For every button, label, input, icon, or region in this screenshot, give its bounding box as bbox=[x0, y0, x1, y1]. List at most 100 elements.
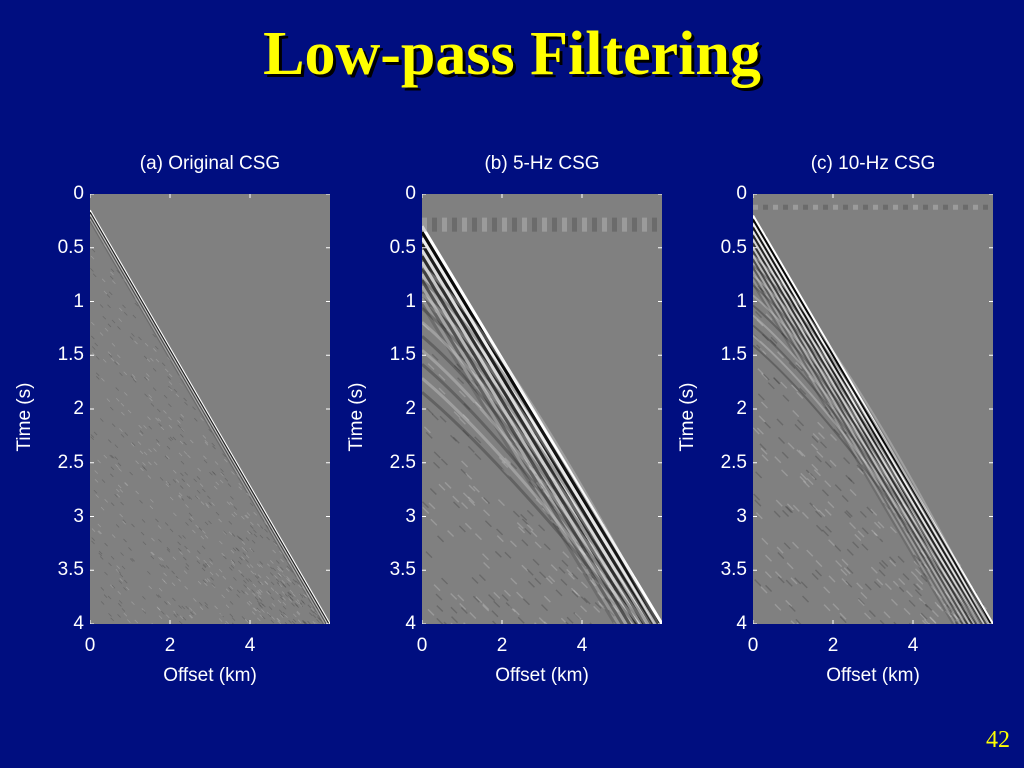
noise-mark bbox=[281, 591, 286, 595]
noise-mark bbox=[474, 453, 482, 461]
noise-mark bbox=[309, 612, 313, 617]
noise-mark bbox=[422, 501, 429, 509]
noise-mark bbox=[110, 466, 115, 471]
noise-mark bbox=[257, 617, 261, 622]
noise-mark bbox=[566, 616, 574, 624]
noise-mark bbox=[165, 565, 170, 569]
noise-mark bbox=[140, 467, 144, 472]
noise-mark bbox=[180, 433, 184, 438]
noise-mark bbox=[272, 549, 276, 554]
noise-mark bbox=[230, 559, 235, 564]
noise-mark bbox=[505, 602, 513, 610]
noise-mark bbox=[201, 545, 206, 550]
noise-mark bbox=[761, 372, 769, 381]
noise-mark bbox=[97, 523, 102, 528]
noise-mark bbox=[134, 340, 138, 345]
noise-mark bbox=[754, 579, 762, 587]
noise-mark bbox=[211, 470, 216, 475]
noise-mark bbox=[298, 602, 303, 607]
noise-mark bbox=[522, 598, 530, 606]
noise-mark bbox=[284, 621, 288, 624]
near-surface-stripe bbox=[512, 217, 517, 232]
noise-mark bbox=[527, 461, 535, 469]
noise-mark bbox=[829, 433, 837, 441]
noise-mark bbox=[527, 580, 535, 588]
noise-mark bbox=[212, 471, 217, 476]
noise-mark bbox=[119, 372, 123, 377]
noise-mark bbox=[878, 569, 886, 577]
noise-mark bbox=[166, 548, 171, 553]
noise-mark bbox=[185, 605, 189, 610]
reverberation-band bbox=[753, 304, 984, 624]
noise-mark bbox=[279, 568, 284, 573]
noise-mark bbox=[467, 496, 475, 504]
noise-mark bbox=[856, 464, 864, 472]
near-surface-stripe bbox=[763, 204, 768, 210]
noise-mark bbox=[761, 454, 769, 462]
noise-mark bbox=[279, 566, 284, 571]
noise-mark bbox=[175, 479, 180, 483]
near-surface-stripe bbox=[833, 204, 838, 210]
noise-mark bbox=[151, 622, 154, 624]
noise-mark bbox=[269, 572, 274, 576]
noise-mark bbox=[178, 375, 183, 380]
noise-mark bbox=[231, 622, 234, 624]
noise-mark bbox=[140, 531, 145, 536]
noise-mark bbox=[225, 620, 229, 624]
wavefront-band bbox=[753, 274, 960, 624]
noise-mark bbox=[462, 429, 470, 437]
noise-mark bbox=[218, 618, 223, 622]
noise-mark bbox=[560, 617, 568, 624]
noise-mark bbox=[815, 559, 823, 568]
noise-mark bbox=[512, 510, 520, 518]
page-number: 42 bbox=[986, 727, 1010, 753]
noise-mark bbox=[918, 551, 926, 559]
noise-mark bbox=[279, 614, 284, 618]
noise-mark bbox=[208, 502, 212, 506]
wavefront-band bbox=[422, 297, 621, 624]
noise-mark bbox=[517, 616, 525, 624]
noise-mark bbox=[108, 291, 113, 296]
noise-mark bbox=[91, 537, 95, 541]
noise-mark bbox=[287, 594, 292, 599]
noise-mark bbox=[588, 573, 596, 581]
noise-mark bbox=[141, 519, 146, 523]
noise-mark bbox=[203, 582, 208, 587]
noise-mark bbox=[284, 614, 288, 618]
noise-mark bbox=[168, 416, 172, 421]
noise-mark bbox=[184, 471, 188, 476]
noise-mark bbox=[931, 609, 939, 618]
noise-mark bbox=[110, 271, 114, 276]
noise-mark bbox=[792, 504, 800, 512]
noise-mark bbox=[204, 441, 209, 446]
near-surface-stripe bbox=[793, 204, 798, 210]
noise-mark bbox=[110, 455, 115, 459]
noise-mark bbox=[801, 511, 809, 520]
noise-mark bbox=[580, 581, 588, 589]
noise-mark bbox=[210, 576, 214, 581]
noise-mark bbox=[788, 361, 796, 370]
noise-mark bbox=[200, 417, 204, 422]
y-tick-label: 2.5 bbox=[57, 451, 84, 473]
noise-mark bbox=[183, 450, 188, 455]
near-surface-stripe bbox=[572, 217, 577, 232]
noise-mark bbox=[755, 512, 763, 520]
noise-mark bbox=[826, 393, 834, 401]
near-surface-stripe bbox=[753, 204, 758, 210]
noise-mark bbox=[95, 372, 100, 377]
noise-mark bbox=[280, 581, 284, 585]
noise-mark bbox=[150, 357, 154, 362]
noise-mark bbox=[91, 248, 96, 253]
noise-mark bbox=[257, 608, 261, 613]
noise-mark bbox=[267, 590, 272, 595]
noise-mark bbox=[280, 596, 284, 601]
noise-mark bbox=[916, 583, 924, 591]
noise-mark bbox=[235, 473, 240, 478]
noise-mark bbox=[137, 441, 142, 445]
noise-mark bbox=[211, 442, 216, 447]
noise-mark bbox=[818, 509, 826, 517]
noise-mark bbox=[512, 608, 520, 616]
noise-mark bbox=[823, 604, 831, 612]
noise-mark bbox=[179, 551, 183, 555]
noise-mark bbox=[526, 523, 534, 531]
